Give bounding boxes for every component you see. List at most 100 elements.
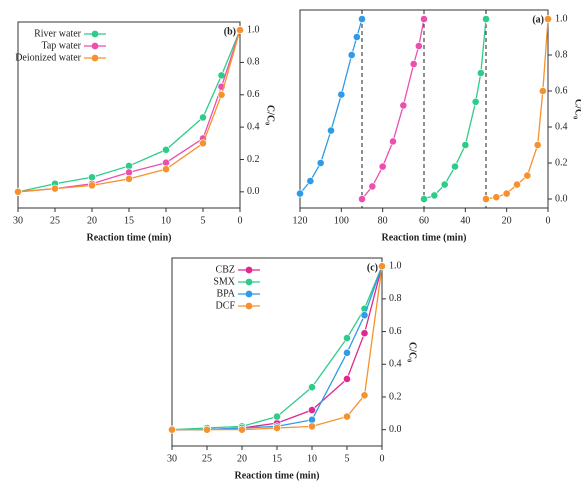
y-tick-label: 0.4: [555, 121, 568, 132]
data-point: [238, 425, 246, 434]
data-point: [343, 412, 351, 421]
y-tick-label: 1.0: [555, 13, 568, 24]
x-tick-label: 25: [202, 453, 212, 464]
data-point: [88, 173, 96, 182]
y-tick-label: 0.6: [389, 326, 402, 337]
data-point: [306, 177, 315, 185]
legend-marker: [245, 290, 253, 298]
data-point: [538, 87, 547, 95]
data-point: [51, 184, 59, 193]
data-point: [14, 187, 22, 196]
x-axis-label: Reaction time (min): [87, 232, 172, 243]
y-axis-label: C/C₀: [573, 99, 581, 119]
y-tick-label: 0.0: [555, 193, 568, 204]
data-point: [420, 15, 428, 23]
x-tick-label: 10: [161, 215, 171, 226]
data-point: [162, 165, 170, 174]
legend-label: Deionized water: [15, 52, 81, 63]
x-tick-label: 30: [167, 453, 177, 464]
legend-marker: [91, 30, 99, 38]
y-tick-label: 0.0: [389, 424, 402, 435]
x-axis-label: Reaction time (min): [382, 232, 467, 243]
data-point: [273, 412, 281, 421]
x-tick-label: 100: [334, 215, 349, 226]
data-point: [343, 375, 351, 383]
data-point: [88, 181, 96, 190]
data-point: [125, 168, 133, 177]
y-axis-label: C/C₀: [407, 342, 418, 362]
data-point: [125, 174, 133, 183]
data-point: [523, 171, 532, 180]
data-point: [461, 141, 470, 149]
y-tick-label: 0.8: [555, 49, 568, 60]
legend-marker: [91, 42, 99, 50]
y-tick-label: 0.2: [389, 391, 402, 402]
x-tick-label: 0: [238, 215, 243, 226]
x-tick-label: 0: [380, 453, 385, 464]
x-tick-label: 40: [460, 215, 470, 226]
data-point: [358, 195, 366, 203]
x-tick-label: 20: [502, 215, 512, 226]
legend-label: River water: [34, 28, 82, 39]
x-tick-label: 20: [87, 215, 97, 226]
data-point: [451, 162, 459, 171]
x-tick-label: 60: [419, 215, 429, 226]
x-tick-label: 30: [13, 215, 23, 226]
legend-label: SMX: [213, 276, 235, 287]
data-point: [440, 180, 449, 189]
x-tick-label: 5: [345, 453, 350, 464]
data-point: [533, 141, 542, 149]
panel-label: (b): [224, 26, 236, 37]
data-point: [389, 137, 397, 146]
data-point: [360, 391, 369, 400]
series-line: [485, 18, 549, 200]
data-point: [308, 415, 316, 424]
y-tick-label: 1.0: [247, 24, 260, 35]
data-point: [327, 126, 335, 135]
y-tick-label: 0.2: [555, 157, 568, 168]
series-line: [171, 265, 383, 431]
data-point: [199, 113, 207, 122]
y-tick-label: 0.6: [555, 85, 568, 96]
legend-label: CBZ: [216, 264, 235, 275]
x-tick-label: 80: [378, 215, 388, 226]
data-point: [378, 162, 387, 171]
data-point: [409, 60, 418, 68]
y-tick-label: 0.2: [247, 154, 260, 165]
data-point: [482, 15, 490, 23]
data-point: [162, 145, 170, 154]
data-point: [378, 262, 386, 271]
y-tick-label: 1.0: [389, 260, 402, 271]
data-point: [273, 424, 281, 432]
data-point: [296, 189, 304, 198]
data-point: [199, 139, 207, 148]
series-line: [172, 266, 383, 431]
panel-label: (a): [532, 14, 544, 25]
series-line: [361, 18, 425, 200]
data-point: [347, 51, 356, 59]
data-point: [471, 97, 480, 106]
x-tick-label: 5: [201, 215, 206, 226]
data-point: [343, 334, 351, 343]
data-point: [502, 189, 511, 198]
y-tick-label: 0.4: [247, 121, 260, 132]
data-point: [343, 348, 351, 357]
data-point: [399, 101, 408, 110]
series-line: [17, 29, 241, 193]
data-point: [308, 383, 316, 392]
data-point: [316, 159, 325, 167]
data-point: [360, 329, 369, 338]
data-point: [352, 33, 361, 41]
x-tick-label: 10: [307, 453, 317, 464]
data-point: [420, 195, 428, 203]
y-tick-label: 0.4: [389, 359, 402, 370]
data-point: [368, 182, 377, 191]
data-point: [358, 15, 366, 23]
y-axis-label: C/C₀: [265, 105, 276, 125]
panel-label: (c): [367, 262, 378, 273]
data-point: [236, 26, 244, 34]
data-point: [544, 15, 552, 23]
legend-marker: [245, 278, 253, 286]
data-point: [430, 191, 439, 200]
x-tick-label: 0: [546, 215, 551, 226]
